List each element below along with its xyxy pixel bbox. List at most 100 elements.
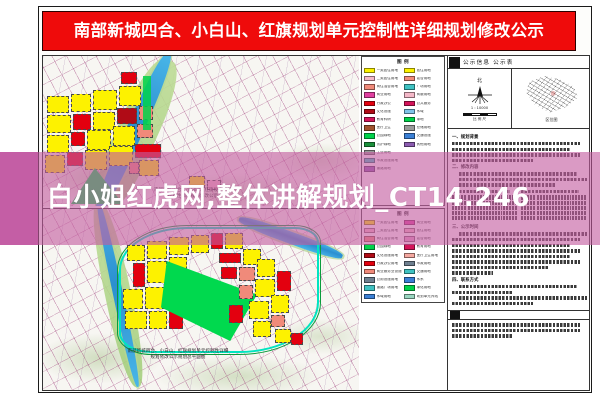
legend-label: 行政办公	[376, 101, 391, 105]
legend-column-right: 居住用地 混合用地 广场用地 商服用地 公共服务 水域 绿地 仓储用地 交通设施 其他用地	[404, 67, 442, 173]
parcel-commercial	[73, 114, 91, 130]
legend-label: 教育用地	[416, 245, 431, 249]
parcel-residential	[149, 311, 167, 329]
legend-swatch	[404, 84, 415, 90]
legend-row: 商住混合用地	[364, 83, 402, 91]
parcel-residential	[119, 86, 141, 106]
legend-label: 交通设施	[416, 134, 431, 138]
legend-swatch	[404, 125, 415, 131]
parcel-commercial	[133, 263, 145, 287]
parcel-residential	[125, 311, 147, 329]
legend-swatch	[404, 67, 415, 74]
text-line	[452, 147, 571, 151]
scale-value: 1 : 10000	[470, 106, 489, 110]
parcel-mixed-use	[239, 267, 255, 281]
legend-swatch	[364, 117, 375, 123]
legend-swatch	[404, 108, 415, 115]
legend-swatch	[404, 76, 415, 82]
legend-label: 一类居住用地	[376, 68, 399, 72]
legend-label: 混合用地	[416, 77, 431, 81]
scale-bar	[462, 113, 497, 116]
legend-label: 水域	[416, 109, 424, 113]
legend-row: 绿地	[404, 116, 442, 124]
legend-row: 仓储用地	[404, 124, 442, 132]
parcel-commercial	[221, 267, 237, 279]
text-line	[452, 249, 581, 253]
divider-marker-icon	[450, 311, 460, 320]
parcel-residential	[47, 96, 69, 113]
watermark-text: 白小姐红虎网,整体讲解规划_CT14.246	[47, 183, 531, 214]
legend-row: 交通设施	[404, 132, 442, 140]
locator-map-thumbnail	[525, 76, 579, 113]
legend-swatch	[404, 277, 415, 283]
parcel-mixed-use	[271, 315, 285, 327]
legend-swatch	[364, 244, 375, 250]
compass-and-locator-row: 北 1 : 10000 比 例 尺	[448, 69, 589, 129]
legend-label: 公用设施用地	[376, 278, 399, 282]
document-title-banner: 南部新城四合、小白山、红旗规划单元控制性详细规划修改公示	[42, 11, 576, 51]
parcel-civic	[117, 108, 137, 124]
legend-swatch	[364, 293, 375, 299]
parcel-residential	[255, 279, 275, 297]
locator-caption: 区位图	[545, 116, 558, 122]
text-line	[452, 142, 581, 146]
legend-row: 公园绿地	[364, 132, 402, 140]
legend-row: 文化设施	[364, 107, 402, 115]
legend-swatch	[364, 133, 375, 139]
text-line	[452, 260, 581, 264]
info-panel-divider	[448, 310, 589, 321]
parcel-residential	[47, 115, 71, 133]
legend-swatch	[364, 100, 375, 107]
legend-swatch	[404, 285, 415, 291]
watermark-band	[0, 152, 600, 245]
legend-row: 商业用地	[364, 91, 402, 99]
legend-label: 水系	[416, 278, 424, 282]
legend-row: 文化设施用地	[364, 251, 402, 259]
legend-row: 其他用地	[404, 140, 442, 148]
parcel-residential	[87, 130, 111, 150]
legend-label: 工业用地	[377, 151, 391, 155]
north-label: 北	[476, 78, 482, 84]
legend-swatch	[404, 117, 415, 123]
legend-label: 防护绿地	[376, 142, 391, 146]
parcel-commercial	[219, 253, 241, 263]
legend-swatch	[364, 301, 375, 302]
scale-caption: 比 例 尺	[472, 117, 487, 121]
legend-swatch	[404, 293, 415, 299]
legend-swatch	[364, 84, 375, 90]
legend-swatch	[404, 244, 415, 250]
legend-row: 道路广场用地	[364, 284, 402, 292]
parcel-residential	[93, 112, 115, 130]
text-line	[452, 254, 571, 259]
parcel-residential	[113, 126, 135, 146]
legend-row: 防护绿地	[364, 140, 402, 148]
legend-row: 防护绿地	[364, 300, 402, 302]
legend-row: 二类居住用地	[364, 75, 402, 83]
parcel-residential	[47, 135, 69, 153]
legend-row: 行政办公	[364, 99, 402, 107]
parcel-residential	[93, 90, 117, 110]
legend-swatch	[364, 125, 375, 131]
text-line	[459, 285, 578, 289]
text-line	[452, 323, 581, 327]
legend-title: 图 例	[397, 60, 409, 65]
parcel-residential	[257, 259, 275, 277]
legend-row: 医疗卫生用地	[404, 251, 442, 259]
legend-swatch	[364, 277, 375, 283]
header-marker-icon	[449, 56, 460, 68]
legend-swatch	[364, 285, 375, 291]
legend-row: 一类居住用地	[364, 67, 402, 75]
legend-label: 水域用地	[376, 294, 391, 298]
text-line	[452, 301, 533, 306]
legend-swatch	[364, 269, 375, 275]
legend-label: 商业服务业设施	[376, 269, 402, 273]
section-heading: 四、联系方式	[452, 278, 479, 283]
parcel-commercial	[121, 72, 137, 84]
parcel-commercial	[291, 333, 303, 345]
text-line	[452, 328, 581, 333]
legend-row: 水系	[404, 276, 442, 284]
legend-label: 医疗卫生用地	[416, 253, 439, 257]
legend-label: 行政办公用地	[376, 261, 399, 265]
locator-cell: 区位图	[512, 69, 589, 128]
parcel-residential	[243, 249, 261, 265]
